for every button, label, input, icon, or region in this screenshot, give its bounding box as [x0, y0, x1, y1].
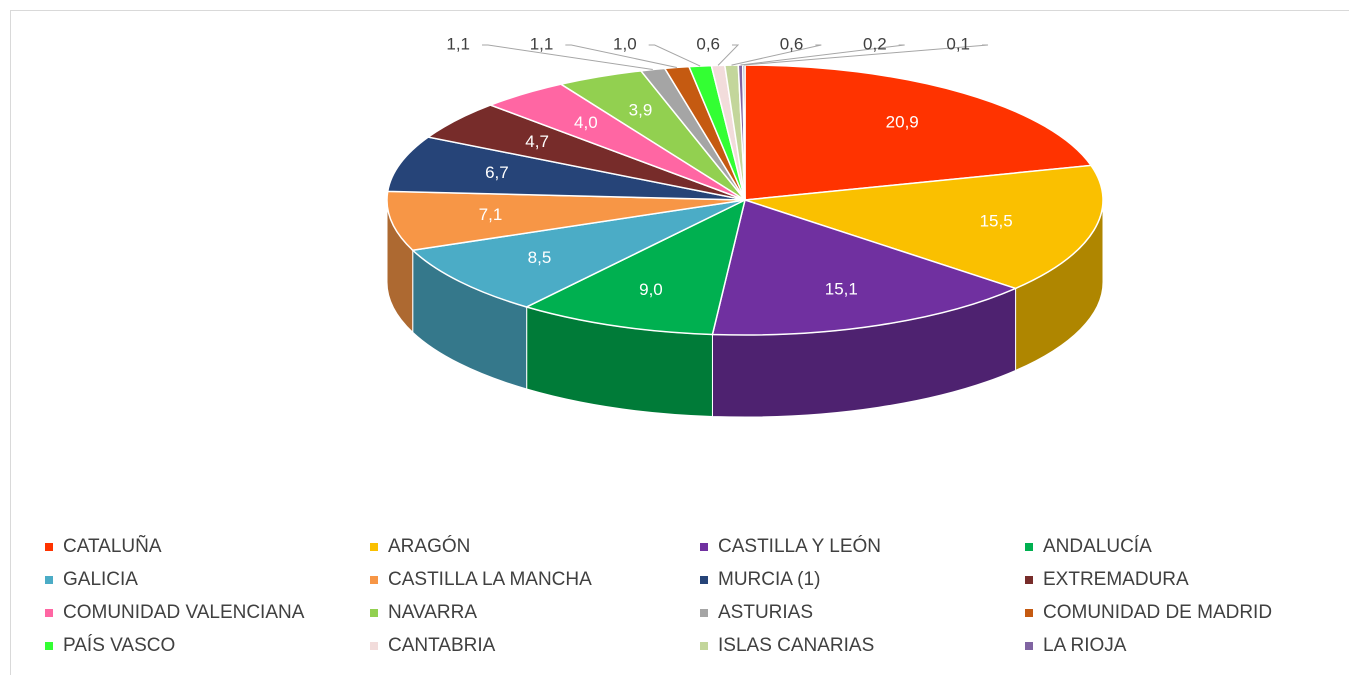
legend-label: CATALUÑA	[63, 535, 162, 557]
legend-label: ANDALUCÍA	[1043, 536, 1152, 557]
leader-line	[648, 44, 701, 67]
legend-label: PAÍS VASCO	[63, 635, 175, 656]
legend-swatch	[370, 543, 378, 551]
legend-swatch	[45, 609, 53, 617]
legend-label: COMUNIDAD VALENCIANA	[63, 602, 305, 623]
pie-slice	[744, 164, 1104, 290]
legend-swatch	[700, 609, 708, 617]
data-label: 4,7	[525, 132, 549, 151]
legend-label: CASTILLA Y LEÓN	[718, 535, 881, 557]
legend-label: NAVARRA	[388, 602, 477, 623]
data-label: 7,1	[479, 205, 503, 224]
legend-swatch	[700, 576, 708, 584]
legend-label: ISLAS CANARIAS	[718, 635, 874, 656]
leader-line	[740, 44, 905, 66]
leader-line	[565, 44, 677, 68]
legend-label: ASTURIAS	[718, 602, 813, 623]
pie-slice	[386, 190, 746, 252]
data-label: 1,1	[530, 34, 554, 53]
legend-swatch	[1025, 609, 1033, 617]
legend-swatch	[700, 642, 708, 650]
legend-swatch	[370, 576, 378, 584]
data-label: 15,1	[825, 280, 858, 299]
legend-label: LA RIOJA	[1043, 635, 1127, 656]
leader-line	[743, 44, 989, 66]
legend-swatch	[1025, 543, 1033, 551]
legend-swatch	[45, 576, 53, 584]
pie-slice	[411, 199, 746, 308]
data-label: 0,6	[696, 34, 720, 53]
legend-swatch	[1025, 576, 1033, 584]
data-label: 6,7	[485, 163, 509, 182]
legend-label: COMUNIDAD DE MADRID	[1043, 602, 1272, 623]
data-label: 0,1	[946, 34, 970, 53]
legend-label: MURCIA (1)	[718, 569, 820, 590]
pie-slice	[386, 136, 746, 201]
legend-swatch	[370, 609, 378, 617]
data-label: 9,0	[639, 280, 663, 299]
leader-line	[717, 44, 740, 66]
legend-swatch	[45, 642, 53, 650]
data-label: 1,1	[446, 34, 470, 53]
data-label: 15,5	[980, 211, 1013, 230]
pie-slice	[711, 199, 1018, 336]
legend-swatch	[700, 543, 708, 551]
data-label: 0,6	[780, 34, 804, 53]
data-label: 3,9	[629, 101, 653, 120]
leader-line	[482, 44, 653, 71]
legend-label: ARAGÓN	[388, 535, 470, 557]
legend-label: CASTILLA LA MANCHA	[388, 569, 592, 590]
data-label: 1,0	[613, 34, 637, 53]
legend-label: GALICIA	[63, 569, 138, 590]
legend-swatch	[45, 543, 53, 551]
data-label: 8,5	[528, 248, 552, 267]
pie-slice	[744, 64, 1093, 201]
legend-label: CANTABRIA	[388, 635, 496, 656]
data-label: 20,9	[886, 112, 919, 131]
legend-swatch	[1025, 642, 1033, 650]
legend-label: EXTREMADURA	[1043, 569, 1189, 590]
data-label: 4,0	[574, 113, 598, 132]
pie-slice	[524, 198, 747, 336]
legend-swatch	[370, 642, 378, 650]
data-label: 0,2	[863, 34, 887, 53]
leader-line	[731, 44, 822, 66]
